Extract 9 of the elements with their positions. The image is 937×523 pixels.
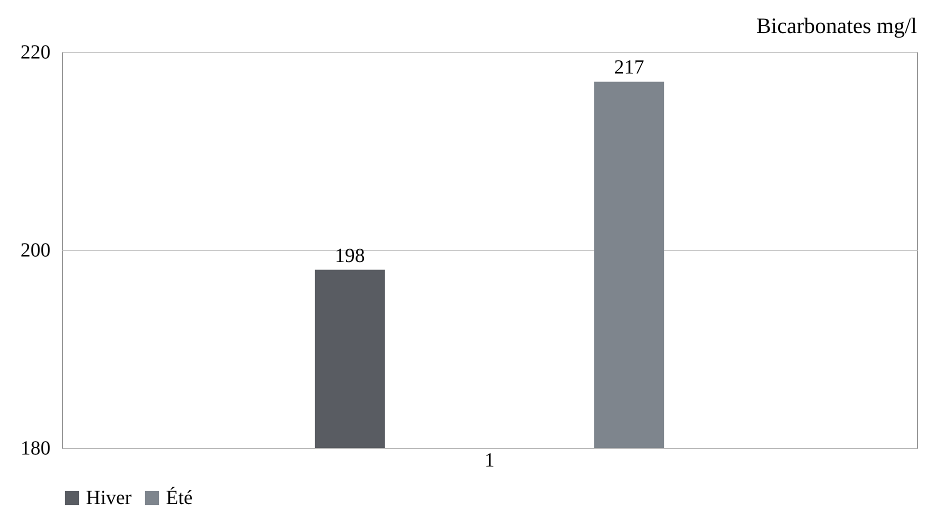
y-tick-label: 220: [20, 42, 50, 64]
legend-label: Hiver: [86, 487, 132, 509]
data-label: 217: [614, 56, 644, 79]
legend-label: Été: [166, 486, 193, 509]
y-tick-label: 180: [20, 438, 50, 460]
data-label: 198: [334, 244, 365, 267]
chart-title: Bicarbonates mg/l: [756, 13, 917, 38]
x-tick-label: 1: [484, 450, 494, 472]
y-tick-label: 200: [20, 240, 50, 262]
